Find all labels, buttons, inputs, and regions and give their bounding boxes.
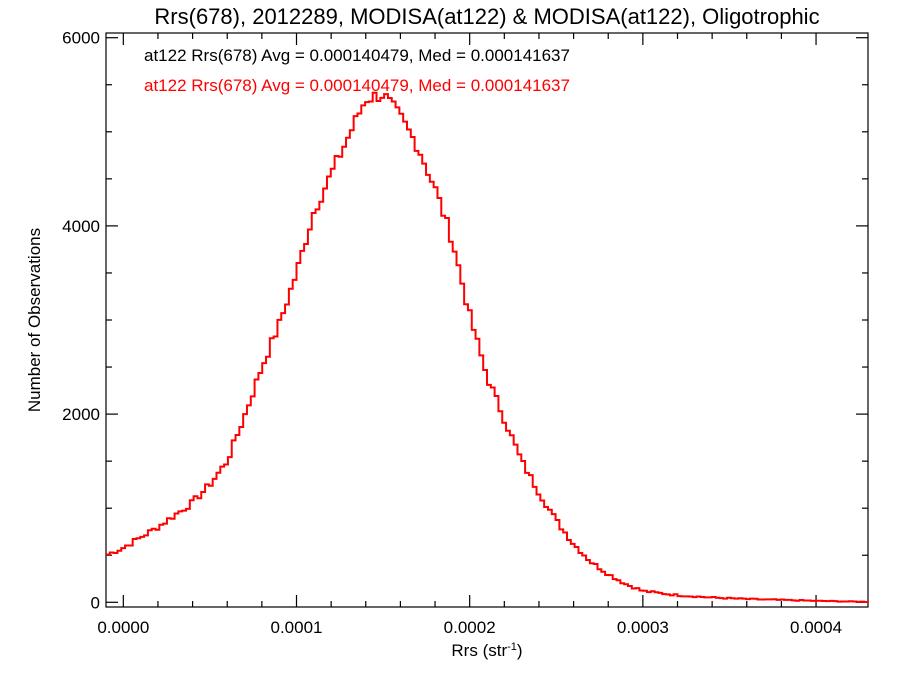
histogram-series-line xyxy=(106,91,869,603)
x-axis-label: Rrs (str-1) xyxy=(451,641,522,660)
chart-title: Rrs(678), 2012289, MODISA(at122) & MODIS… xyxy=(154,4,819,29)
plot-frame xyxy=(105,32,869,608)
y-tick-label: 6000 xyxy=(62,29,100,48)
annotation-red: at122 Rrs(678) Avg = 0.000140479, Med = … xyxy=(144,76,570,95)
y-tick-label: 0 xyxy=(91,593,100,612)
y-tick-label: 2000 xyxy=(62,405,100,424)
x-axis-ticks: 0.0000 0.0001 0.0002 0.0003 0.0004 xyxy=(97,33,842,637)
x-axis-label-superscript: -1 xyxy=(507,641,517,653)
x-tick-label: 0.0002 xyxy=(444,618,496,637)
x-tick-label: 0.0003 xyxy=(617,618,669,637)
y-axis-label: Number of Observations xyxy=(25,228,44,412)
annotation-black: at122 Rrs(678) Avg = 0.000140479, Med = … xyxy=(144,46,570,65)
x-tick-label: 0.0001 xyxy=(271,618,323,637)
y-axis-ticks: 0 2000 4000 6000 xyxy=(62,29,868,612)
y-tick-label: 4000 xyxy=(62,217,100,236)
x-tick-label: 0.0000 xyxy=(97,618,149,637)
x-tick-label: 0.0004 xyxy=(790,618,842,637)
